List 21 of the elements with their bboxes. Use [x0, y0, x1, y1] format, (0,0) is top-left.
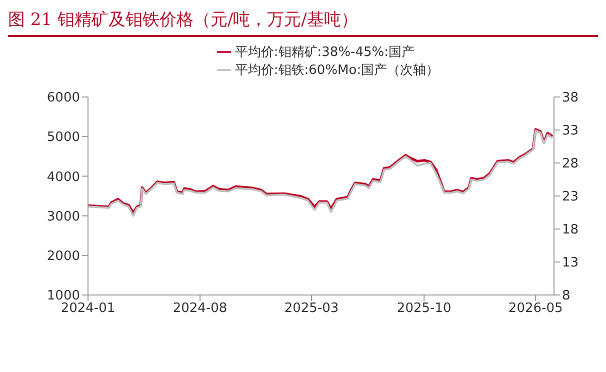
x-tick-label: 2024-01 [60, 301, 116, 316]
y2-tick-label: 23 [562, 190, 579, 205]
legend-label: 平均价:钼铁:60%Mo:国产（次轴） [234, 63, 440, 78]
x-tick-label: 2025-03 [284, 301, 339, 316]
x-tick-label: 2024-08 [172, 301, 228, 316]
x-tick-label: 2026-05 [508, 301, 563, 316]
chart-title: 图 21 钼精矿及钼铁价格（元/吨，万元/基吨） [8, 9, 359, 32]
y2-tick-label: 38 [562, 90, 579, 106]
y-tick-label: 5000 [46, 130, 80, 146]
y-tick-label: 1000 [46, 288, 80, 304]
y2-tick-label: 18 [562, 222, 579, 238]
y2-tick-label: 33 [562, 124, 579, 139]
y2-tick-label: 13 [562, 256, 579, 271]
y2-tick-label: 28 [562, 156, 579, 172]
y-tick-label: 4000 [46, 170, 80, 185]
x-tick-label: 2025-10 [396, 301, 452, 316]
y2-tick-label: 8 [562, 288, 570, 304]
legend-label: 平均价:钼精矿:38%-45%:国产 [234, 45, 415, 60]
y-tick-label: 2000 [46, 249, 80, 264]
y-tick-label: 3000 [46, 209, 80, 224]
y-tick-label: 6000 [46, 90, 80, 106]
